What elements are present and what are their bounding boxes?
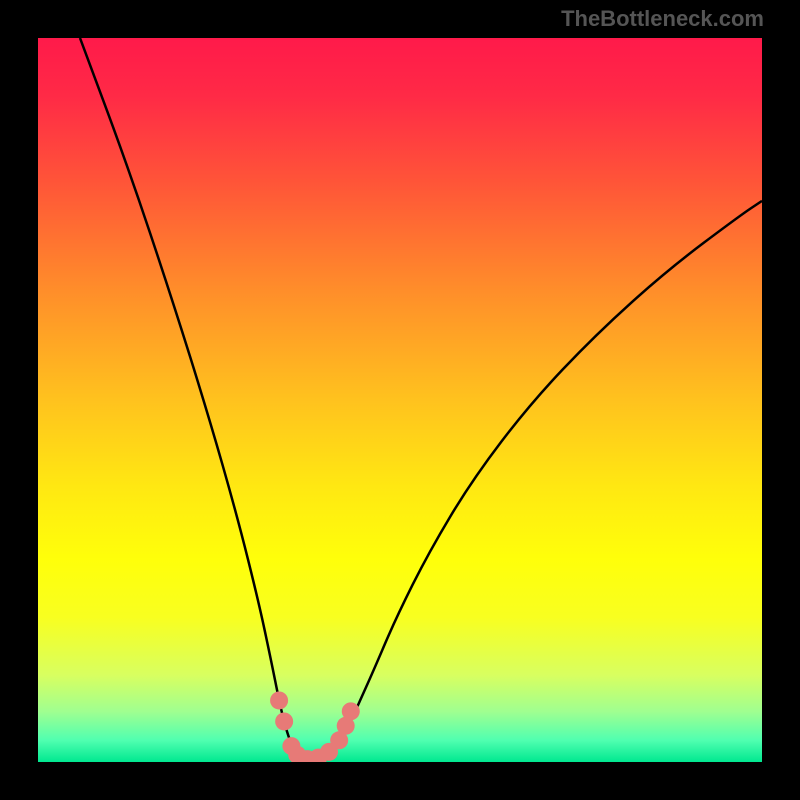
plot-area (38, 38, 762, 762)
marker-point (275, 712, 293, 730)
curves-overlay (38, 38, 762, 762)
left-curve (80, 38, 307, 759)
right-curve (307, 201, 762, 759)
watermark-text: TheBottleneck.com (561, 6, 764, 32)
chart-container: TheBottleneck.com (0, 0, 800, 800)
marker-point (270, 691, 288, 709)
marker-point (342, 702, 360, 720)
